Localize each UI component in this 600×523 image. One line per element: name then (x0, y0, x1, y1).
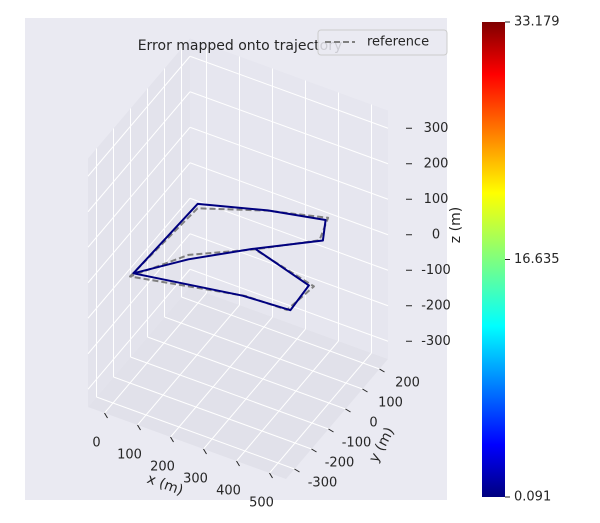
grid-line (87, 268, 191, 390)
y-tick (294, 468, 300, 473)
grid-line (113, 376, 312, 450)
z-tick-label: 100 (424, 192, 449, 207)
legend-label: reference (367, 35, 429, 50)
y-tick (379, 368, 385, 373)
z-axis-label: z (m) (448, 207, 464, 243)
grid-line (181, 296, 380, 370)
colorbar (482, 22, 505, 497)
y-tick (362, 388, 368, 393)
grid-line (189, 126, 389, 200)
x-tick-label: 100 (117, 448, 142, 463)
x-tick-label: 300 (183, 472, 208, 487)
grid-line (189, 162, 389, 236)
grid-line (269, 352, 372, 474)
grid-line (170, 316, 273, 438)
grid-line (236, 340, 339, 462)
legend-box (317, 29, 448, 56)
y-tick-label: 0 (369, 416, 377, 431)
grid-line (147, 336, 346, 410)
grid-line (189, 55, 389, 129)
y-tick (328, 428, 334, 433)
grid-line (87, 55, 191, 177)
z-tick-label: -200 (421, 298, 451, 313)
y-tick-label: 100 (378, 396, 403, 411)
z-tick-label: 200 (424, 156, 449, 171)
legend: reference (317, 29, 448, 56)
x-tick (236, 460, 240, 467)
grid-line (189, 197, 389, 271)
grid-line (87, 233, 191, 355)
x-tick-label: 400 (216, 484, 241, 499)
z-tick-label: -300 (421, 334, 451, 349)
y-tick (345, 408, 351, 413)
x-tick-label: 500 (249, 496, 274, 511)
floor-pane (88, 287, 388, 479)
colorbar-tick-label: 0.091 (514, 490, 551, 505)
x-tick (170, 436, 174, 443)
z-tick-label: 300 (424, 121, 449, 136)
y-tick-label: -300 (308, 476, 338, 491)
grid-line (87, 197, 191, 319)
y-tick-label: 200 (395, 376, 420, 391)
y-tick-label: -100 (342, 436, 372, 451)
grid-line (137, 304, 240, 426)
x-tick (203, 448, 207, 455)
z-tick-label: -100 (421, 263, 451, 278)
x-tick (137, 424, 141, 431)
grid-line (203, 328, 306, 450)
grid-line (87, 162, 191, 284)
grid-line (164, 316, 363, 390)
x-tick (269, 472, 273, 479)
y-tick-label: -200 (325, 456, 355, 471)
colorbar-tick-label: 16.635 (514, 252, 560, 267)
x-tick-label: 200 (150, 460, 175, 475)
grid-line (87, 126, 191, 248)
trajectory (132, 202, 327, 312)
grid-line (189, 91, 389, 165)
x-tick-label: 0 (92, 436, 100, 451)
chart-title: Error mapped onto trajectory (138, 38, 343, 54)
z-tick-label: 0 (432, 227, 440, 242)
grid-line (130, 356, 329, 430)
x-tick (104, 412, 108, 419)
grid-line (189, 268, 389, 342)
grid-line (87, 91, 191, 213)
y-tick (311, 448, 317, 453)
grid-line (96, 396, 295, 470)
grid-line (104, 292, 207, 414)
colorbar-tick-label: 33.179 (514, 15, 560, 30)
